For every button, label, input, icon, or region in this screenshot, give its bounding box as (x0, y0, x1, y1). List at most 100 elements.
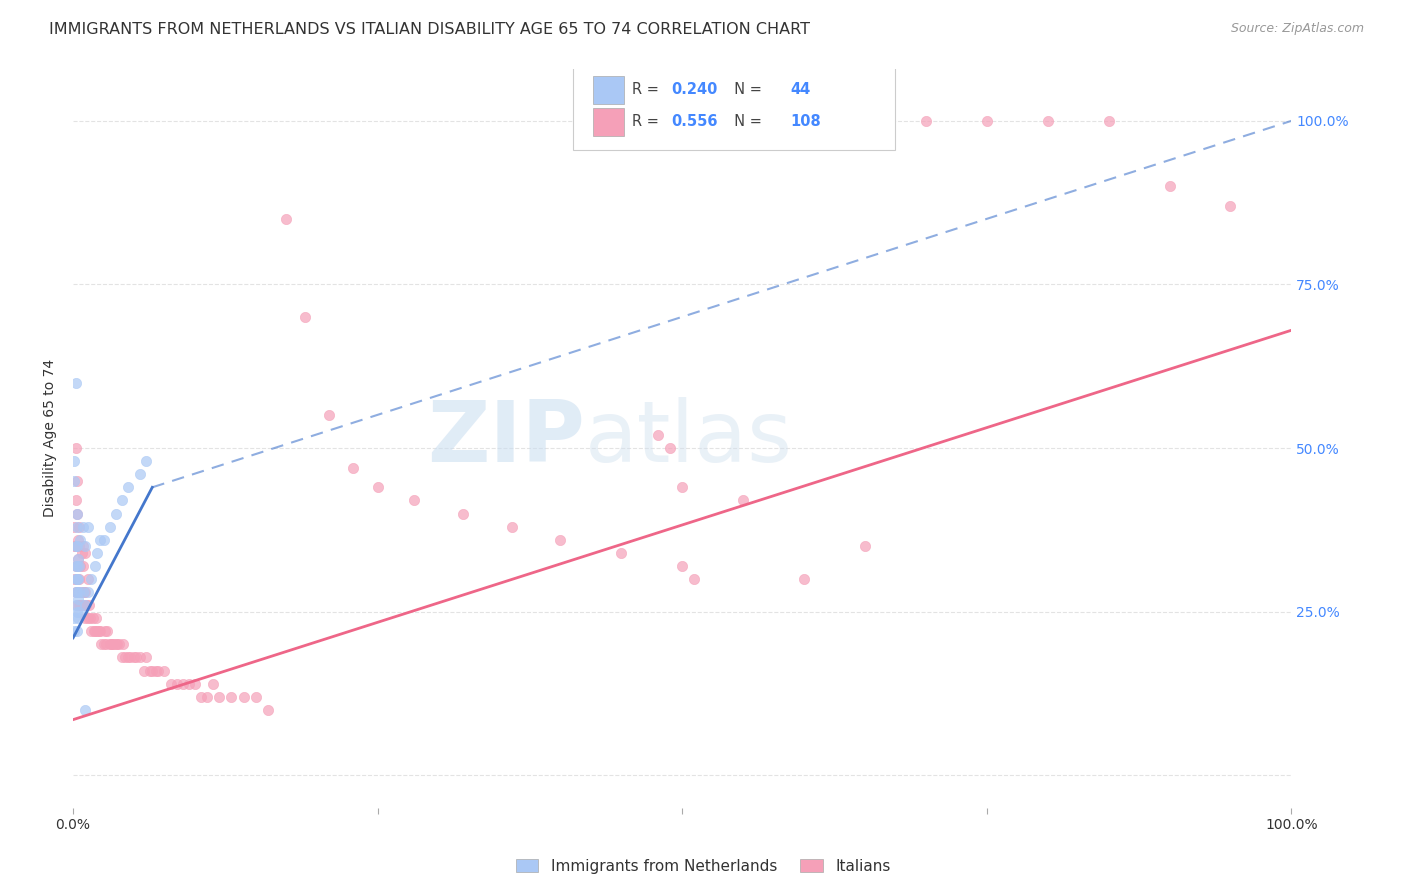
Point (66, 539, 89, 553)
Point (63, 474, 86, 488)
Point (72, 519, 94, 533)
Point (82, 611, 104, 625)
Point (671, 480, 693, 494)
Point (117, 480, 139, 494)
Point (66, 572, 89, 586)
Point (125, 650, 148, 665)
Point (683, 572, 706, 586)
Point (86, 546, 108, 560)
Point (72, 585, 94, 599)
Legend: Immigrants from Netherlands, Italians: Immigrants from Netherlands, Italians (509, 853, 897, 880)
Point (66, 572, 89, 586)
Point (294, 310, 316, 325)
Point (342, 460, 364, 475)
Point (111, 493, 134, 508)
Point (77, 598, 100, 612)
Point (69, 533, 91, 547)
FancyBboxPatch shape (572, 65, 896, 150)
Point (84, 624, 107, 639)
Point (1036, 114, 1059, 128)
Point (67, 519, 90, 533)
Point (65, 441, 87, 455)
Point (69, 598, 91, 612)
Point (90, 637, 112, 651)
Point (276, 212, 298, 227)
Point (1219, 199, 1241, 213)
Point (89, 624, 111, 639)
Point (75, 585, 97, 599)
Point (94, 637, 117, 651)
Point (177, 676, 200, 690)
Point (66, 519, 89, 533)
Point (195, 690, 218, 704)
Text: R =: R = (633, 114, 664, 129)
FancyBboxPatch shape (593, 108, 624, 136)
Point (66, 585, 89, 599)
Point (318, 409, 340, 423)
Point (65, 558, 87, 573)
Point (84, 611, 107, 625)
Point (63, 611, 86, 625)
Point (66, 605, 89, 619)
Text: 0.556: 0.556 (671, 114, 717, 129)
Point (132, 664, 155, 678)
Point (108, 637, 131, 651)
Point (75, 598, 97, 612)
Point (1159, 179, 1181, 194)
Point (76, 585, 98, 599)
Point (94, 624, 117, 639)
Point (245, 690, 267, 704)
Point (104, 637, 127, 651)
Point (72, 539, 94, 553)
Point (80, 624, 103, 639)
Point (117, 650, 139, 665)
Point (101, 637, 124, 651)
Point (63, 519, 86, 533)
Point (221, 690, 243, 704)
Point (976, 114, 998, 128)
Point (135, 454, 157, 468)
Point (367, 480, 389, 494)
Point (451, 507, 474, 521)
Point (202, 676, 225, 690)
Point (65, 558, 87, 573)
Text: IMMIGRANTS FROM NETHERLANDS VS ITALIAN DISABILITY AGE 65 TO 74 CORRELATION CHART: IMMIGRANTS FROM NETHERLANDS VS ITALIAN D… (49, 22, 810, 37)
Point (1097, 114, 1119, 128)
Point (139, 664, 162, 678)
Point (100, 637, 122, 651)
Point (114, 650, 136, 665)
Point (63, 454, 86, 468)
Point (75, 611, 97, 625)
Point (98, 637, 121, 651)
Point (65, 585, 87, 599)
Text: Source: ZipAtlas.com: Source: ZipAtlas.com (1230, 22, 1364, 36)
Point (79, 611, 101, 625)
Point (67, 572, 90, 586)
Point (65, 572, 87, 586)
Point (111, 650, 134, 665)
Point (80, 572, 103, 586)
Point (104, 507, 127, 521)
Point (72, 558, 94, 573)
Point (67, 558, 90, 573)
Point (129, 650, 152, 665)
Point (103, 637, 125, 651)
Point (70, 585, 93, 599)
Point (105, 637, 128, 651)
Text: R =: R = (633, 82, 664, 97)
Point (69, 558, 91, 573)
Point (93, 637, 115, 651)
Point (610, 546, 633, 560)
Point (66, 572, 89, 586)
Text: N =: N = (725, 114, 766, 129)
Text: 44: 44 (790, 82, 811, 97)
Point (63, 539, 86, 553)
Point (404, 493, 426, 508)
Point (66, 598, 89, 612)
Point (66, 507, 89, 521)
Point (66, 533, 89, 547)
Point (208, 690, 231, 704)
Point (659, 441, 682, 455)
Point (145, 664, 167, 678)
Point (86, 624, 108, 639)
